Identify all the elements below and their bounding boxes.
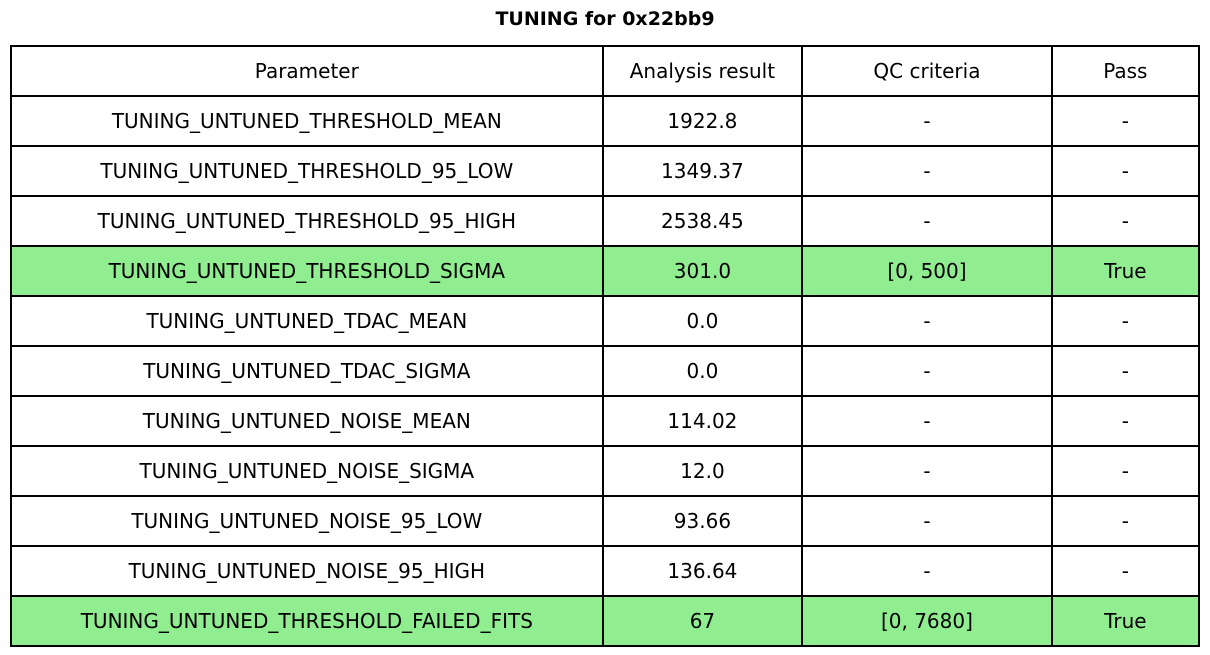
table-row: TUNING_UNTUNED_THRESHOLD_SIGMA 301.0 [0,… xyxy=(10,245,1201,297)
table-row: TUNING_UNTUNED_NOISE_95_LOW 93.66 - - xyxy=(10,495,1201,547)
parameter-cell: TUNING_UNTUNED_THRESHOLD_MEAN xyxy=(10,95,604,147)
parameter-cell: TUNING_UNTUNED_THRESHOLD_95_LOW xyxy=(10,145,604,197)
pass-cell: True xyxy=(1050,595,1201,647)
qc-criteria-cell: - xyxy=(801,445,1053,497)
parameter-cell: TUNING_UNTUNED_NOISE_SIGMA xyxy=(10,445,604,497)
analysis-result-cell: 12.0 xyxy=(601,445,804,497)
pass-cell: - xyxy=(1050,195,1201,247)
parameter-cell: TUNING_UNTUNED_NOISE_95_HIGH xyxy=(10,545,604,597)
parameter-cell: TUNING_UNTUNED_THRESHOLD_SIGMA xyxy=(10,245,604,297)
qc-criteria-cell: - xyxy=(801,395,1053,447)
column-header-parameter: Parameter xyxy=(10,45,604,97)
page-title: TUNING for 0x22bb9 xyxy=(495,8,715,30)
table-row: TUNING_UNTUNED_TDAC_SIGMA 0.0 - - xyxy=(10,345,1201,397)
qc-criteria-cell: - xyxy=(801,495,1053,547)
parameter-cell: TUNING_UNTUNED_NOISE_95_LOW xyxy=(10,495,604,547)
pass-cell: - xyxy=(1050,295,1201,347)
column-header-analysis-result: Analysis result xyxy=(601,45,804,97)
table-row: TUNING_UNTUNED_NOISE_SIGMA 12.0 - - xyxy=(10,445,1201,497)
qc-criteria-cell: - xyxy=(801,345,1053,397)
qc-table-body: TUNING_UNTUNED_THRESHOLD_MEAN 1922.8 - -… xyxy=(10,95,1201,647)
table-row: TUNING_UNTUNED_TDAC_MEAN 0.0 - - xyxy=(10,295,1201,347)
analysis-result-cell: 93.66 xyxy=(601,495,804,547)
table-row: TUNING_UNTUNED_THRESHOLD_95_HIGH 2538.45… xyxy=(10,195,1201,247)
analysis-result-cell: 1922.8 xyxy=(601,95,804,147)
pass-cell: - xyxy=(1050,345,1201,397)
qc-criteria-cell: - xyxy=(801,295,1053,347)
parameter-cell: TUNING_UNTUNED_TDAC_MEAN xyxy=(10,295,604,347)
table-row: TUNING_UNTUNED_NOISE_95_HIGH 136.64 - - xyxy=(10,545,1201,597)
analysis-result-cell: 114.02 xyxy=(601,395,804,447)
analysis-result-cell: 136.64 xyxy=(601,545,804,597)
qc-results-table: Parameter Analysis result QC criteria Pa… xyxy=(10,45,1201,647)
parameter-cell: TUNING_UNTUNED_THRESHOLD_FAILED_FITS xyxy=(10,595,604,647)
pass-cell: - xyxy=(1050,545,1201,597)
table-row: TUNING_UNTUNED_THRESHOLD_95_LOW 1349.37 … xyxy=(10,145,1201,197)
qc-criteria-cell: - xyxy=(801,195,1053,247)
qc-criteria-cell: [0, 7680] xyxy=(801,595,1053,647)
pass-cell: - xyxy=(1050,95,1201,147)
pass-cell: - xyxy=(1050,395,1201,447)
table-row: TUNING_UNTUNED_NOISE_MEAN 114.02 - - xyxy=(10,395,1201,447)
pass-cell: - xyxy=(1050,495,1201,547)
qc-criteria-cell: [0, 500] xyxy=(801,245,1053,297)
qc-criteria-cell: - xyxy=(801,545,1053,597)
qc-criteria-cell: - xyxy=(801,95,1053,147)
analysis-result-cell: 301.0 xyxy=(601,245,804,297)
analysis-result-cell: 0.0 xyxy=(601,345,804,397)
qc-criteria-cell: - xyxy=(801,145,1053,197)
parameter-cell: TUNING_UNTUNED_THRESHOLD_95_HIGH xyxy=(10,195,604,247)
analysis-result-cell: 0.0 xyxy=(601,295,804,347)
column-header-qc-criteria: QC criteria xyxy=(801,45,1053,97)
table-row: TUNING_UNTUNED_THRESHOLD_MEAN 1922.8 - - xyxy=(10,95,1201,147)
column-header-pass: Pass xyxy=(1050,45,1201,97)
header-row: Parameter Analysis result QC criteria Pa… xyxy=(10,45,1201,97)
pass-cell: True xyxy=(1050,245,1201,297)
pass-cell: - xyxy=(1050,145,1201,197)
analysis-result-cell: 2538.45 xyxy=(601,195,804,247)
pass-cell: - xyxy=(1050,445,1201,497)
parameter-cell: TUNING_UNTUNED_TDAC_SIGMA xyxy=(10,345,604,397)
parameter-cell: TUNING_UNTUNED_NOISE_MEAN xyxy=(10,395,604,447)
analysis-result-cell: 1349.37 xyxy=(601,145,804,197)
table-row: TUNING_UNTUNED_THRESHOLD_FAILED_FITS 67 … xyxy=(10,595,1201,647)
analysis-result-cell: 67 xyxy=(601,595,804,647)
